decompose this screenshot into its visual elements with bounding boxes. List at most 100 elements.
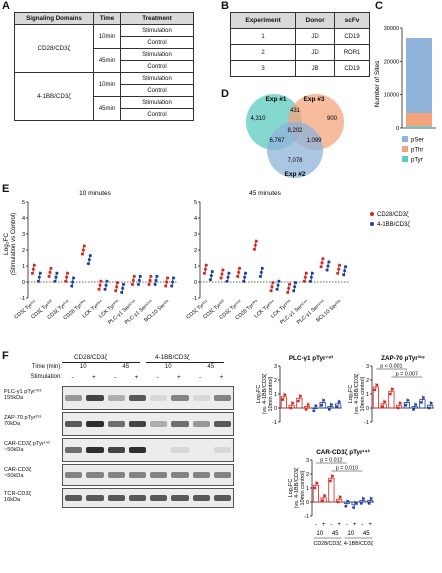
table-a-header-time: Time — [93, 12, 121, 25]
f-point — [406, 399, 410, 402]
panel-label-b: B — [221, 0, 229, 12]
e-point — [275, 287, 279, 291]
blot-group-line — [146, 362, 224, 363]
e-subtitle-45: 45 minutes — [249, 190, 282, 197]
blot-stim: - — [71, 374, 74, 381]
e-point — [153, 282, 157, 286]
e-point — [288, 282, 292, 286]
blot-band — [65, 421, 83, 427]
e-point — [209, 274, 213, 278]
e-point — [343, 269, 347, 273]
f-x-group: 4-1BB/CD3ζ — [344, 541, 374, 547]
c-legend-label: pThr — [411, 148, 423, 154]
f-pvalue: p = 0.010 — [336, 466, 358, 472]
e-point — [148, 278, 152, 282]
e-point — [287, 286, 291, 290]
e-point — [105, 279, 109, 283]
panel-label-c: C — [375, 0, 383, 12]
f-point — [331, 474, 334, 478]
panel-label-d: D — [221, 88, 229, 100]
e-point — [338, 263, 342, 267]
f-x-stim: - — [330, 522, 332, 528]
table-a-treatment: Stimulation — [120, 48, 194, 61]
f-pvalue: p = 0.012 — [320, 458, 342, 464]
f-x-stim: + — [368, 522, 372, 528]
blot-band — [171, 495, 189, 501]
blot-band — [86, 395, 104, 401]
chart-c: Number of Sites 30000 20000 10000 0 pSer pTh… — [374, 26, 436, 164]
f-point — [307, 403, 310, 406]
e-point — [116, 281, 120, 285]
blot-band — [213, 421, 231, 427]
blot-label: PLC-γ1 pTyr⁷⁸³ 155kDa — [4, 389, 60, 402]
f-point — [344, 504, 347, 508]
f-tick-label: 0 — [366, 406, 369, 412]
table-a-treatment: Control — [120, 36, 194, 49]
e-point — [87, 258, 91, 262]
e-point — [132, 274, 136, 278]
table-a-treatment: Control — [120, 60, 194, 73]
e-point — [130, 282, 134, 286]
blot-strip — [62, 488, 234, 508]
blot-band — [213, 447, 231, 453]
e-tick-label: -1 — [192, 296, 197, 302]
e-point — [294, 281, 298, 285]
table-b-header-scfv: scFv — [334, 12, 370, 29]
e-point — [38, 271, 42, 275]
blot-protein: CAR-CD3ζ — [4, 467, 32, 473]
e-point — [321, 257, 325, 261]
blot-stim: + — [91, 374, 96, 381]
f-point — [322, 399, 326, 402]
e-point — [170, 284, 174, 288]
e-point — [64, 279, 68, 283]
f-tick-label: 3 — [306, 458, 309, 464]
c-legend-label: pSer — [411, 138, 424, 144]
f-point — [283, 393, 287, 396]
e-point — [32, 263, 36, 267]
f-plot-title: ZAP-70 pTyr³¹⁹ — [381, 355, 425, 362]
f-point — [323, 494, 327, 497]
blot-band — [213, 472, 231, 478]
e-point — [88, 254, 92, 258]
f-tick-label: 3 — [274, 364, 277, 370]
f-x-stim: + — [337, 522, 341, 528]
e-point — [202, 271, 206, 275]
f-point — [327, 408, 331, 411]
blot-band — [107, 421, 125, 427]
e-point — [308, 279, 312, 283]
table-a-time: 45min — [93, 48, 121, 73]
venn-label-exp3: Exp #3 — [304, 96, 325, 103]
table-a: Signaling Domains Time Treatment CD28/CD… — [14, 12, 194, 121]
blot-band — [213, 495, 231, 501]
f-point — [296, 399, 300, 403]
e-point — [70, 284, 74, 288]
venn-region-value: 431 — [290, 108, 301, 114]
f-point — [375, 383, 379, 387]
f-x-time: 10 — [316, 531, 323, 537]
e-point — [166, 276, 170, 280]
e-point — [36, 279, 40, 283]
e-tick-label: 3 — [22, 232, 25, 238]
e-point — [65, 275, 69, 279]
f-point — [427, 406, 431, 410]
f-ylabel: Log₂FC — [288, 479, 294, 498]
blot-band — [86, 472, 104, 478]
f-point — [313, 486, 316, 490]
e-point — [204, 263, 208, 267]
blot-band — [128, 447, 146, 453]
f-point — [328, 479, 332, 483]
f-point — [373, 388, 376, 392]
e-point — [86, 262, 90, 266]
f-point — [404, 403, 407, 407]
e-tick-label: 4 — [194, 216, 197, 222]
e-point — [208, 278, 212, 282]
c-ylabel: Number of Sites — [374, 60, 381, 107]
blot-time-label: Time (min): — [31, 364, 62, 370]
blot-band — [107, 495, 125, 501]
e-point — [37, 275, 41, 279]
e-point — [121, 286, 125, 290]
f-point — [330, 403, 333, 406]
blot-group-41bb: 4-1BB/CD3ζ — [155, 354, 190, 361]
e-legend-label: 4-1BB/CD3ζ — [377, 222, 410, 228]
e-point — [131, 278, 135, 282]
